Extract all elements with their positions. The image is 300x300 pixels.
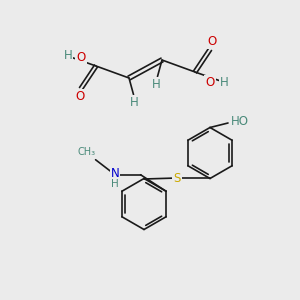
Text: O: O	[76, 51, 85, 64]
Text: H: H	[111, 179, 119, 189]
Text: O: O	[75, 90, 84, 104]
Text: O: O	[207, 34, 216, 48]
Text: O: O	[206, 76, 214, 89]
Text: H: H	[220, 76, 229, 89]
Text: H: H	[64, 49, 73, 62]
Text: HO: HO	[230, 115, 248, 128]
Text: CH₃: CH₃	[77, 147, 96, 157]
Text: N: N	[111, 167, 119, 180]
Text: S: S	[173, 172, 181, 185]
Text: H: H	[152, 78, 161, 92]
Text: H: H	[130, 96, 139, 110]
